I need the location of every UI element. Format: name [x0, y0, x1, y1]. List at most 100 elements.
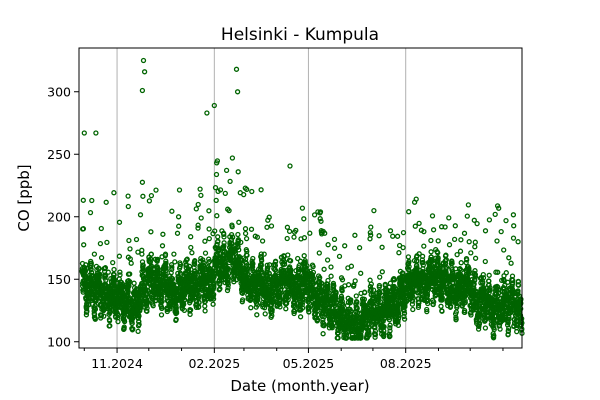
- data-point: [402, 304, 408, 310]
- data-point: [214, 213, 220, 219]
- data-point: [154, 256, 161, 263]
- data-point: [146, 198, 153, 204]
- data-point: [435, 250, 441, 256]
- data-point: [211, 271, 218, 278]
- data-point: [472, 244, 478, 250]
- data-point: [111, 266, 117, 273]
- data-point: [410, 306, 416, 313]
- data-point: [454, 251, 460, 258]
- data-point: [301, 216, 307, 222]
- data-point: [503, 217, 509, 224]
- data-point: [469, 277, 475, 283]
- data-point: [225, 285, 231, 291]
- data-point: [130, 326, 136, 332]
- data-point: [446, 215, 452, 221]
- data-point: [330, 280, 337, 287]
- data-point: [506, 314, 512, 320]
- data-point: [472, 274, 479, 280]
- data-point: [299, 305, 306, 311]
- data-point: [410, 294, 416, 301]
- data-points: [79, 57, 525, 341]
- data-point: [177, 261, 184, 268]
- data-point: [387, 280, 394, 286]
- data-point: [420, 259, 426, 266]
- data-point: [117, 269, 123, 275]
- data-point: [336, 253, 343, 260]
- data-point: [229, 155, 236, 161]
- data-point: [439, 308, 445, 314]
- data-point: [395, 315, 402, 322]
- data-point: [491, 318, 497, 324]
- data-point: [366, 331, 372, 337]
- data-point: [229, 224, 235, 230]
- y-tick-label: 100: [47, 334, 71, 349]
- data-point: [348, 297, 354, 303]
- data-point: [518, 296, 524, 302]
- data-point: [300, 299, 306, 305]
- data-point: [169, 208, 175, 214]
- data-point: [387, 333, 393, 339]
- data-point: [88, 260, 94, 266]
- data-point: [429, 213, 436, 219]
- data-point: [406, 209, 412, 215]
- data-point: [202, 303, 208, 309]
- data-point: [125, 203, 131, 210]
- data-point: [372, 334, 378, 340]
- data-point: [495, 286, 502, 292]
- data-point: [358, 270, 364, 276]
- data-point: [224, 287, 231, 294]
- data-point: [171, 251, 177, 257]
- data-point: [328, 273, 334, 279]
- data-point: [189, 250, 195, 256]
- data-point: [111, 277, 118, 283]
- data-point: [339, 298, 345, 305]
- data-point: [128, 260, 134, 266]
- data-point: [292, 304, 298, 310]
- data-point: [356, 311, 363, 317]
- data-point: [92, 316, 98, 322]
- data-point: [206, 235, 212, 242]
- data-point: [148, 264, 155, 270]
- data-point: [159, 243, 166, 249]
- data-point: [482, 258, 488, 265]
- data-point: [387, 228, 394, 234]
- data-point: [235, 231, 241, 238]
- data-point: [184, 256, 190, 262]
- data-point: [136, 318, 142, 325]
- data-point: [286, 228, 293, 235]
- data-point: [482, 325, 489, 331]
- data-point: [458, 267, 464, 273]
- data-point: [131, 280, 137, 286]
- data-point: [103, 277, 109, 283]
- data-point: [400, 229, 407, 236]
- data-point: [311, 212, 318, 218]
- data-point: [150, 303, 156, 309]
- data-point: [127, 279, 133, 285]
- data-point: [176, 223, 182, 229]
- x-tick-label: 08.2025: [380, 356, 432, 371]
- data-point: [444, 280, 450, 286]
- data-point: [140, 262, 146, 268]
- data-point: [163, 267, 169, 274]
- data-point: [416, 300, 422, 306]
- data-point: [268, 223, 275, 229]
- outlier-point: [204, 110, 210, 116]
- data-point: [443, 257, 449, 263]
- data-point: [195, 201, 201, 208]
- data-point: [300, 296, 306, 302]
- data-point: [370, 287, 377, 293]
- data-point: [144, 305, 150, 311]
- data-point: [371, 207, 377, 214]
- data-point: [419, 253, 426, 259]
- data-point: [457, 248, 464, 254]
- data-point: [395, 322, 402, 329]
- data-point: [213, 171, 220, 178]
- data-point: [110, 259, 116, 266]
- data-point: [366, 324, 373, 331]
- data-point: [107, 323, 113, 329]
- data-point: [466, 239, 472, 245]
- data-point: [89, 197, 95, 204]
- data-point: [452, 223, 458, 229]
- data-point: [430, 301, 436, 308]
- data-point: [505, 328, 512, 335]
